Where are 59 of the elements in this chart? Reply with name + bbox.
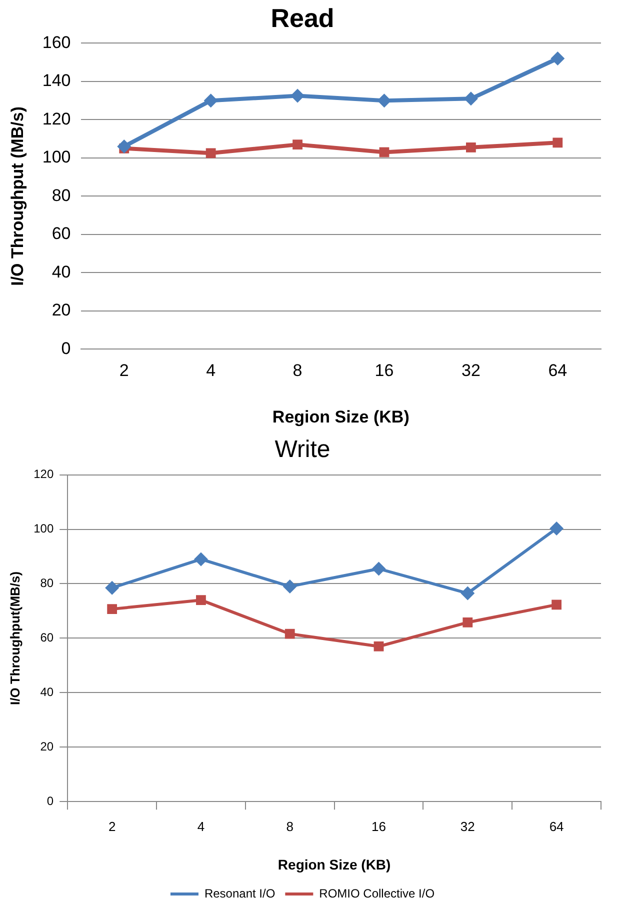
x-axis-title: Region Size (KB) [272, 407, 410, 426]
point [284, 628, 295, 639]
point [374, 641, 384, 652]
y-tick-label: 160 [42, 32, 71, 52]
y-tick-label: 80 [40, 576, 54, 590]
point [462, 617, 473, 628]
x-tick-label: 16 [374, 361, 394, 380]
point [552, 138, 563, 148]
y-tick-label: 0 [61, 338, 71, 358]
y-tick-label: 60 [40, 630, 54, 645]
point [117, 139, 132, 154]
point [464, 92, 478, 106]
point [552, 600, 562, 610]
y-axis-title: I/O Throughput (MB/s) [8, 106, 27, 286]
y-axis-title: I/O Throughput(MB/s) [7, 571, 22, 705]
x-tick-label: 4 [206, 361, 216, 380]
point [550, 521, 564, 536]
y-tick-label: 120 [34, 467, 54, 482]
y-tick-label: 20 [52, 300, 71, 320]
point [372, 562, 386, 576]
point [292, 140, 302, 150]
x-tick-label: 32 [461, 361, 480, 380]
x-tick-label: 32 [460, 818, 475, 834]
y-tick-label: 120 [42, 109, 71, 128]
y-tick-label: 0 [46, 794, 54, 808]
x-tick-label: 8 [286, 818, 294, 834]
x-tick-label: 8 [292, 361, 302, 380]
y-tick-label: 80 [52, 186, 71, 205]
point [196, 595, 206, 606]
point [377, 94, 392, 108]
point [460, 586, 475, 600]
y-tick-label: 100 [34, 522, 54, 536]
point [194, 552, 208, 566]
y-tick-label: 100 [42, 148, 71, 167]
x-tick-label: 64 [548, 361, 568, 380]
y-tick-label: 40 [52, 262, 71, 282]
x-tick-label: 64 [549, 818, 564, 834]
x-tick-label: 4 [197, 818, 205, 834]
x-tick-label: 2 [108, 818, 116, 834]
point [290, 88, 305, 103]
point [379, 147, 390, 158]
chart-title: Read [270, 2, 334, 33]
point [550, 52, 565, 66]
x-axis-title: Region Size (KB) [278, 856, 391, 872]
point [282, 579, 297, 594]
y-tick-label: 20 [40, 739, 54, 754]
legend-label: Resonant I/O [204, 886, 276, 900]
x-tick-label: 16 [372, 818, 386, 834]
y-tick-label: 40 [40, 684, 54, 699]
chart-title: Write [274, 436, 330, 464]
x-tick-label: 2 [119, 361, 129, 380]
point [206, 148, 216, 158]
point [466, 142, 476, 152]
y-tick-label: 140 [42, 71, 71, 90]
point [105, 580, 120, 595]
point [107, 604, 118, 614]
point [204, 94, 218, 108]
legend-label: ROMIO Collective I/O [319, 886, 435, 900]
y-tick-label: 60 [52, 224, 71, 244]
